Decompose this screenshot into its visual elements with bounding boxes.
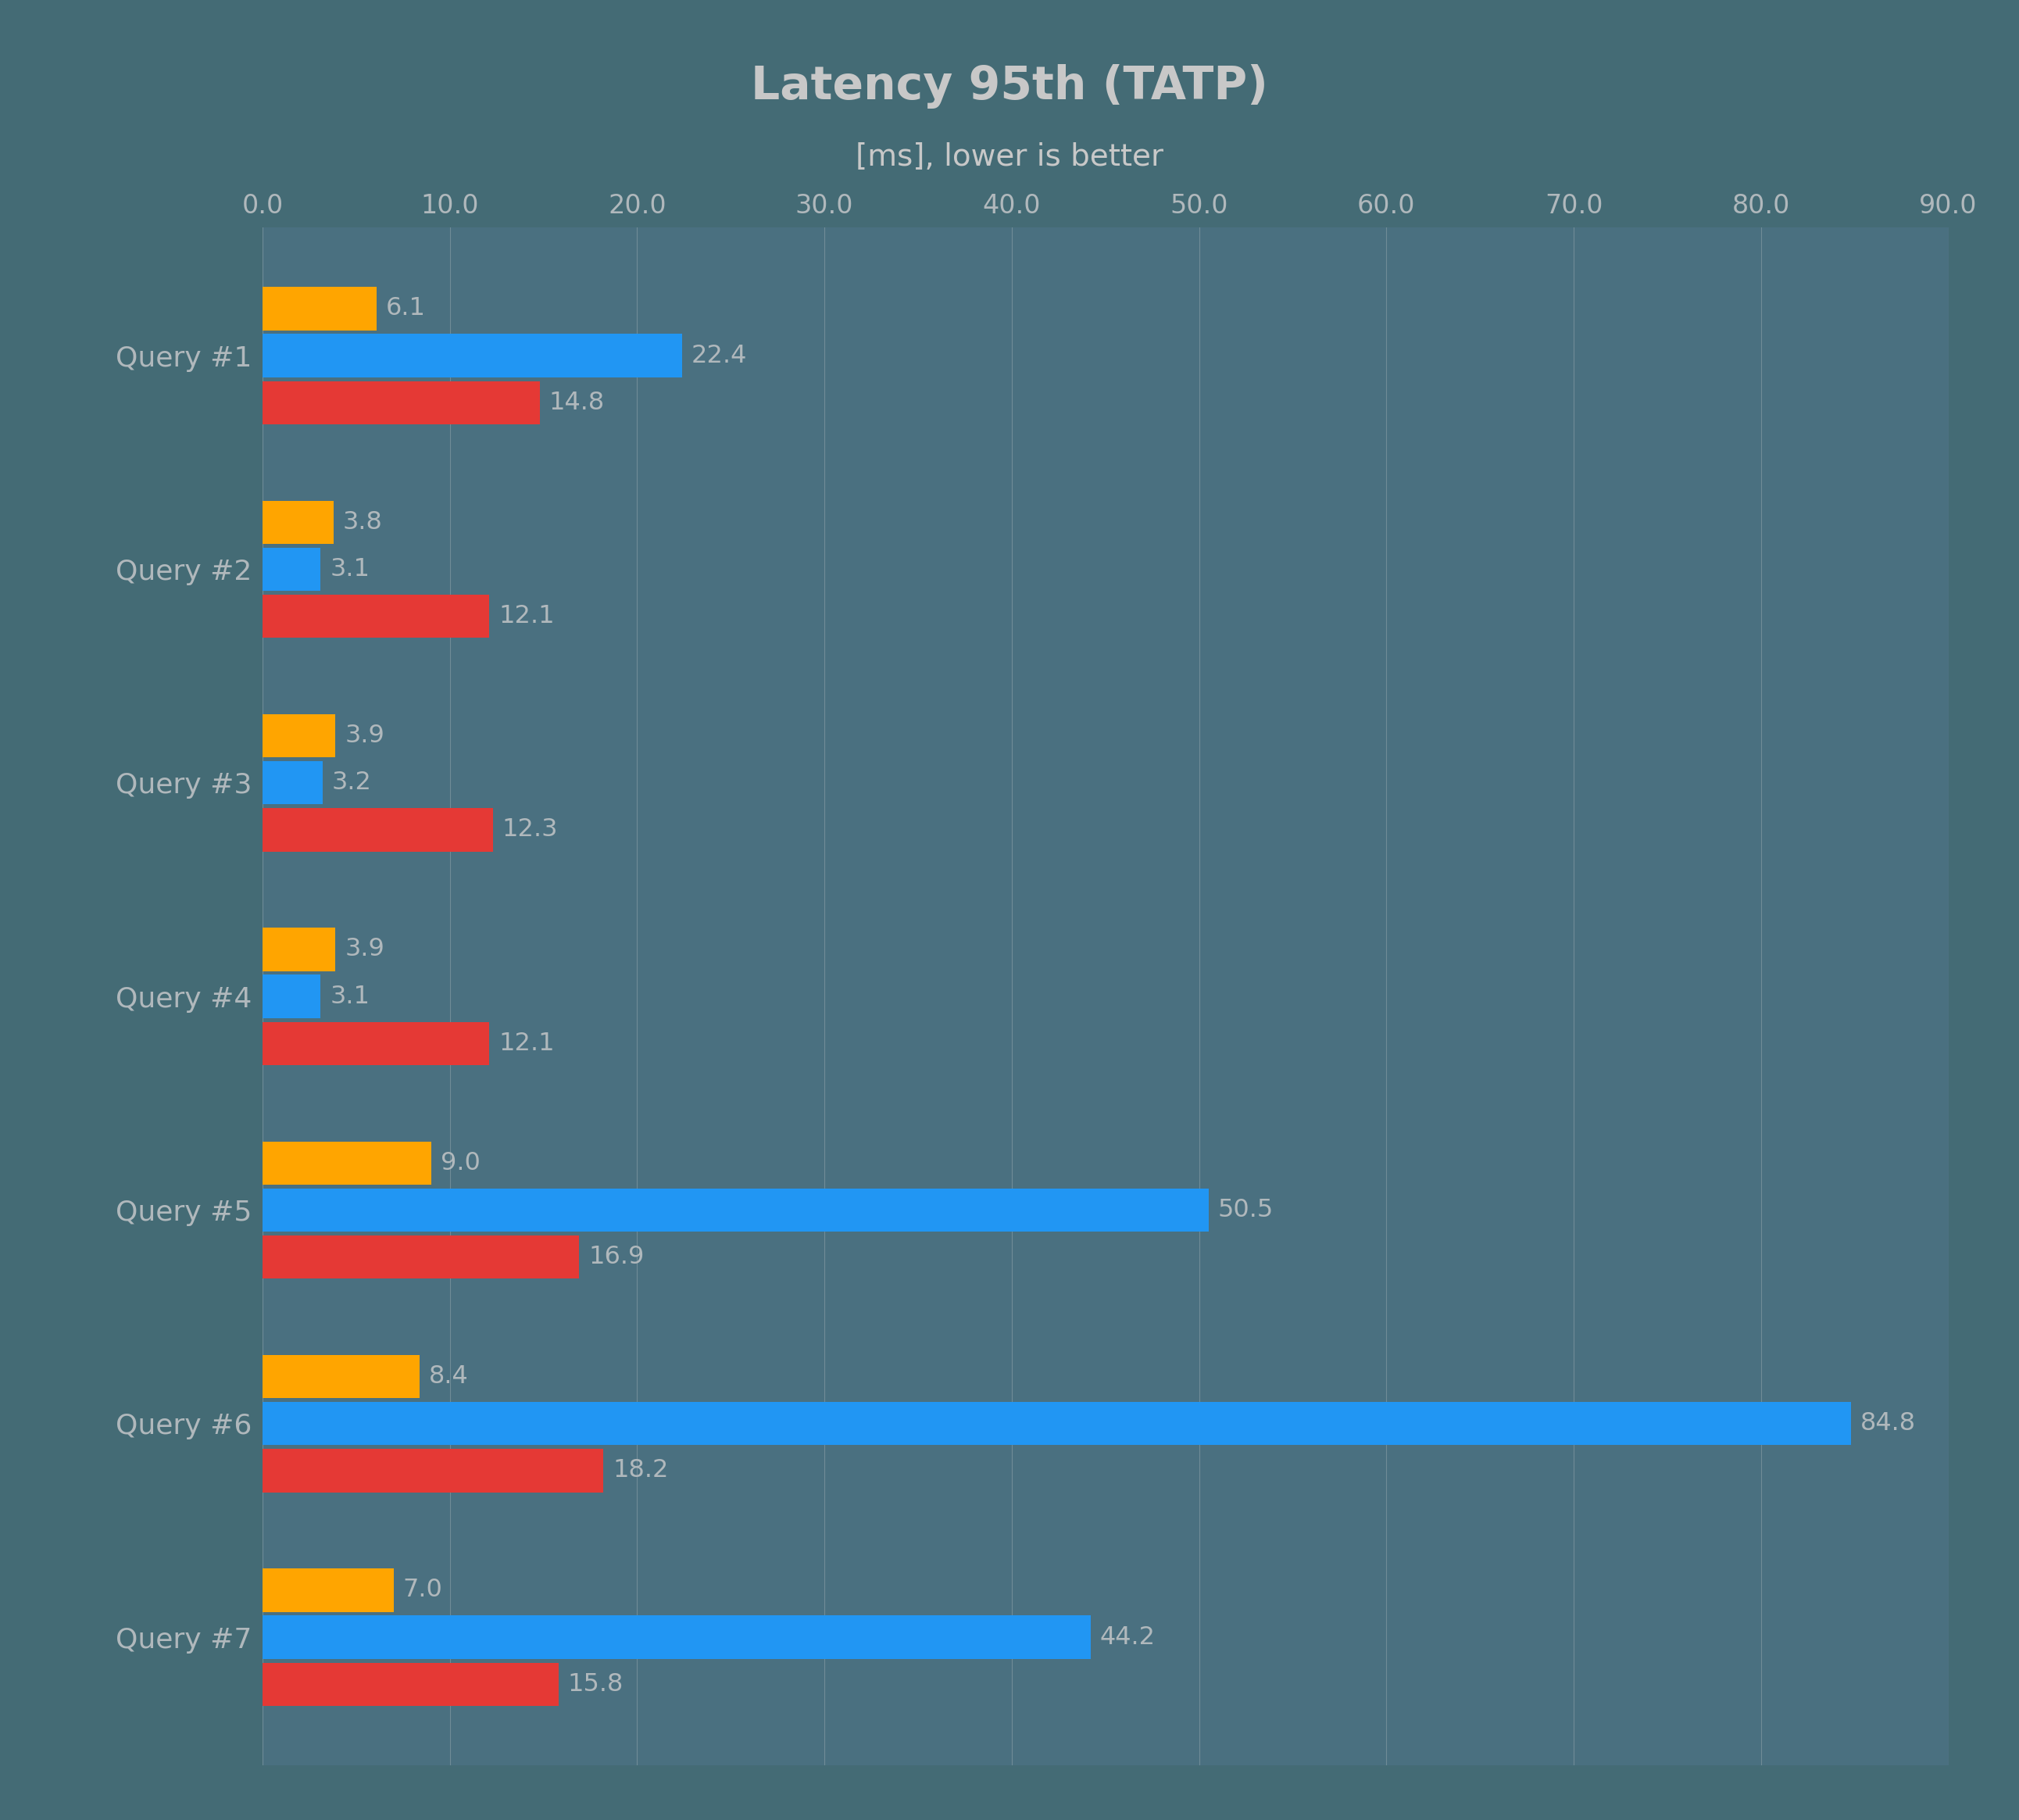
Bar xyxy=(262,1021,489,1065)
Text: 9.0: 9.0 xyxy=(440,1150,481,1176)
Bar xyxy=(262,1449,604,1492)
Text: 44.2: 44.2 xyxy=(1100,1625,1155,1649)
Text: 18.2: 18.2 xyxy=(612,1458,668,1483)
Bar xyxy=(262,1356,420,1398)
Bar xyxy=(262,548,321,592)
Bar xyxy=(262,761,323,804)
Bar xyxy=(262,1236,579,1279)
Text: 6.1: 6.1 xyxy=(386,297,426,320)
Bar xyxy=(262,1188,1209,1232)
Text: 14.8: 14.8 xyxy=(549,391,606,415)
Text: 3.8: 3.8 xyxy=(343,510,384,535)
Text: 22.4: 22.4 xyxy=(690,344,747,368)
Text: 3.1: 3.1 xyxy=(329,985,369,1008)
Bar xyxy=(262,928,335,972)
Bar xyxy=(262,1616,1090,1658)
Text: 84.8: 84.8 xyxy=(1859,1412,1916,1436)
Bar xyxy=(262,1569,394,1613)
Bar xyxy=(262,1401,1851,1445)
Text: 3.2: 3.2 xyxy=(331,770,371,795)
Text: 3.9: 3.9 xyxy=(345,937,386,961)
Text: 7.0: 7.0 xyxy=(404,1578,442,1602)
Bar xyxy=(262,501,333,544)
Text: 3.9: 3.9 xyxy=(345,724,386,748)
Bar xyxy=(262,380,539,424)
Bar xyxy=(262,288,378,329)
Text: 8.4: 8.4 xyxy=(430,1365,468,1389)
Bar xyxy=(262,1663,559,1705)
Bar xyxy=(262,335,682,377)
Text: 12.3: 12.3 xyxy=(503,817,557,843)
Text: 12.1: 12.1 xyxy=(499,1032,555,1056)
Text: 15.8: 15.8 xyxy=(567,1673,624,1696)
Text: Latency 95th (TATP): Latency 95th (TATP) xyxy=(751,64,1268,107)
Bar xyxy=(262,713,335,757)
Bar xyxy=(262,976,321,1017)
Bar xyxy=(262,1141,432,1185)
Text: 16.9: 16.9 xyxy=(588,1245,644,1269)
Bar xyxy=(262,808,493,852)
Bar xyxy=(262,595,489,637)
Text: 3.1: 3.1 xyxy=(329,557,369,581)
Text: 12.1: 12.1 xyxy=(499,604,555,628)
Text: [ms], lower is better: [ms], lower is better xyxy=(856,142,1163,171)
Text: 50.5: 50.5 xyxy=(1217,1198,1274,1223)
